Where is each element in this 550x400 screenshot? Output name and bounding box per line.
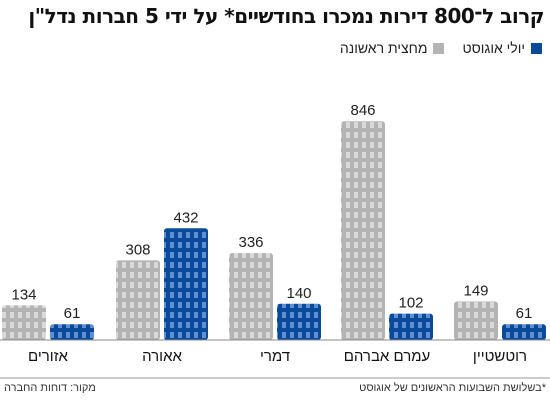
category-label: אאורה bbox=[142, 348, 182, 365]
value-label-first-half: 134 bbox=[11, 286, 36, 303]
legend-item-july-august: יולי אוגוסט bbox=[462, 40, 542, 56]
legend-label-july-august: יולי אוגוסט bbox=[462, 40, 525, 56]
bar-first-half bbox=[2, 305, 46, 340]
bar-july-august bbox=[277, 303, 321, 340]
category-label: דמרי bbox=[260, 348, 290, 365]
category-label: רוטשטיין bbox=[473, 348, 527, 365]
value-label-july-august: 61 bbox=[516, 305, 533, 322]
source-note: מקור: דוחות החברה bbox=[4, 382, 96, 394]
legend-item-first-half: מחצית ראשונה bbox=[340, 40, 445, 56]
value-label-july-august: 432 bbox=[173, 209, 198, 226]
category-label: עמרם אברהם bbox=[344, 348, 431, 365]
bar-first-half bbox=[341, 121, 385, 340]
legend-swatch-july-august bbox=[531, 42, 542, 54]
category-label: אזורים bbox=[28, 348, 69, 365]
bar-first-half bbox=[454, 301, 498, 340]
value-label-first-half: 308 bbox=[125, 241, 150, 258]
bar-july-august bbox=[164, 228, 208, 340]
legend: יולי אוגוסט מחצית ראשונה bbox=[322, 40, 542, 56]
value-label-first-half: 149 bbox=[463, 282, 488, 299]
value-label-first-half: 846 bbox=[350, 102, 375, 119]
legend-swatch-first-half bbox=[433, 42, 445, 54]
value-label-first-half: 336 bbox=[238, 234, 263, 251]
bar-july-august bbox=[389, 313, 433, 340]
bar-first-half bbox=[116, 260, 160, 340]
bar-july-august bbox=[502, 324, 546, 340]
value-label-july-august: 102 bbox=[398, 295, 423, 312]
footnote: *בשלושת השבועות הראשונים של אוגוסט bbox=[359, 382, 546, 394]
bar-july-august bbox=[50, 324, 94, 340]
bar-first-half bbox=[229, 253, 273, 340]
legend-label-first-half: מחצית ראשונה bbox=[339, 40, 428, 56]
value-label-july-august: 61 bbox=[64, 305, 81, 322]
chart-title: קרוב ל־800 דירות נמכרו בחודשיים* על ידי … bbox=[28, 4, 544, 28]
value-label-july-august: 140 bbox=[286, 285, 311, 302]
